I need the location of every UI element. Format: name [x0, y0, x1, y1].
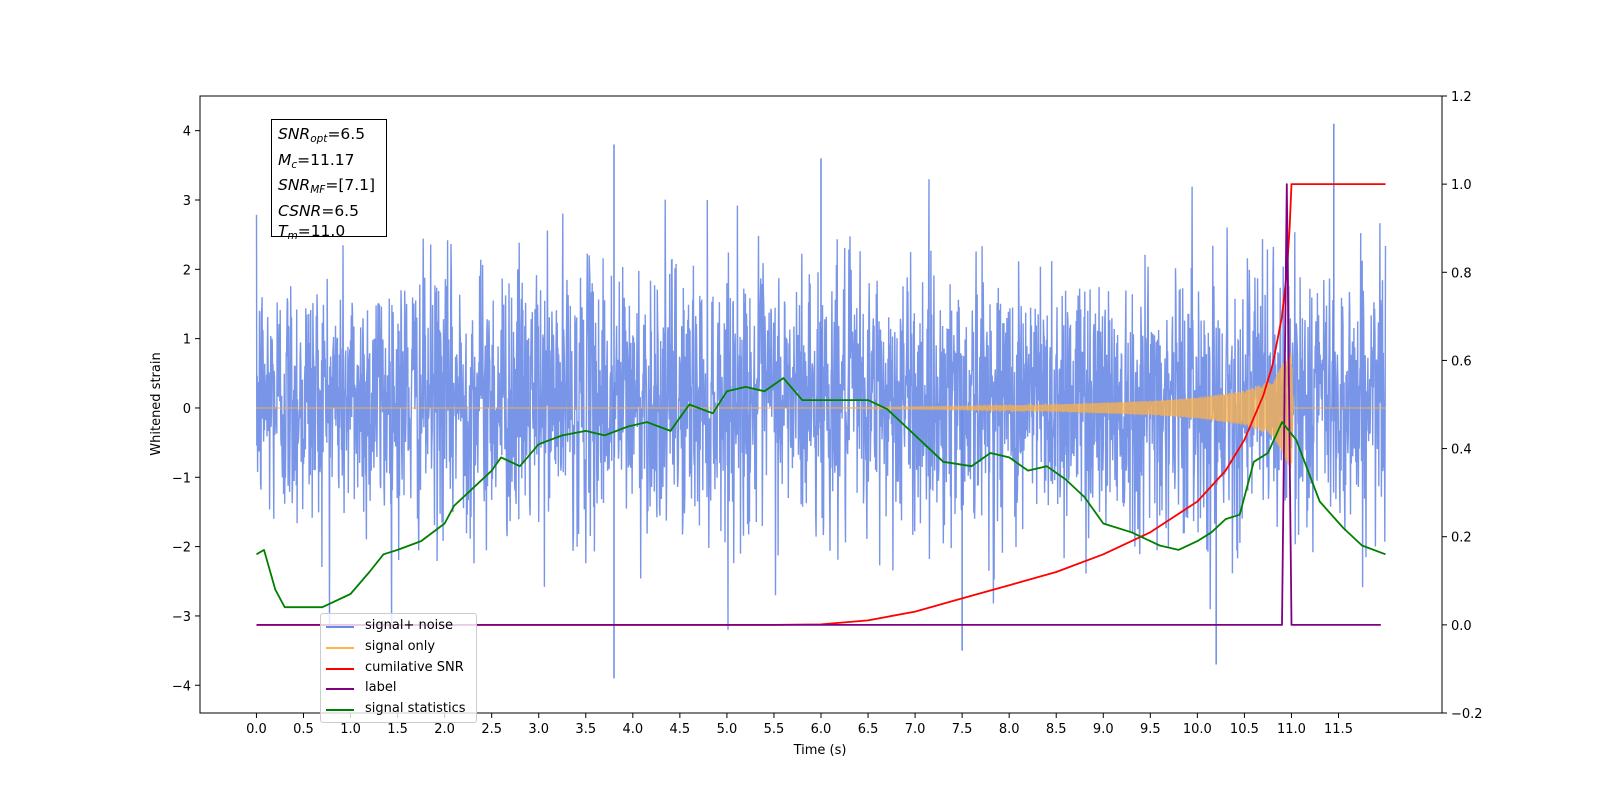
- stats-tm: Tm=11.0: [278, 222, 346, 242]
- y-tick-label-right: 0.0: [1451, 619, 1472, 634]
- x-tick-label: 8.5: [1046, 722, 1067, 737]
- legend-item-cumulative-snr: cumilative SNR: [321, 659, 476, 680]
- legend-swatch: [326, 667, 354, 670]
- series-signal-only: [256, 353, 1386, 469]
- x-tick-label: 5.0: [717, 722, 738, 737]
- y-tick-label-right: 0.8: [1451, 266, 1472, 281]
- legend-swatch: [326, 626, 354, 628]
- legend-item-label: label: [321, 679, 476, 700]
- x-tick-label: 10.0: [1183, 722, 1212, 737]
- x-tick-label: 6.0: [811, 722, 832, 737]
- axis-layer: 0.0 0.5 1.0 1.5 2.0 2.5 3.0 3.5 4.0 4.5 5.0 5.5 6.0 6…: [172, 90, 1483, 737]
- x-tick-label: 3.5: [575, 722, 596, 737]
- y-tick-label-left: −3: [172, 610, 191, 625]
- x-tick-label: 8.0: [999, 722, 1020, 737]
- legend-label: signal statistics: [365, 701, 466, 717]
- legend-label: cumilative SNR: [365, 659, 464, 675]
- y-tick-label-left: −2: [172, 541, 191, 556]
- legend-swatch: [326, 646, 354, 649]
- legend-item-signal-noise: signal+ noise: [321, 617, 476, 638]
- stats-snr-mf: SNRMF=[7.1]: [278, 176, 376, 196]
- legend-label: signal only: [365, 638, 436, 654]
- legend-swatch: [326, 709, 354, 712]
- x-tick-label: 11.5: [1324, 722, 1353, 737]
- series-label: [256, 183, 1381, 626]
- x-tick-label: 4.5: [670, 722, 691, 737]
- stats-csnr: CSNR=6.5: [278, 201, 359, 220]
- stats-snr-opt: SNRopt=6.5: [278, 125, 366, 145]
- legend-item-signal-only: signal only: [321, 638, 476, 659]
- stats-mc: Mc=11.17: [278, 150, 355, 171]
- x-tick-label: 1.5: [387, 722, 408, 737]
- x-tick-label: 7.5: [952, 722, 973, 737]
- x-tick-label: 2.5: [481, 722, 502, 737]
- x-axis-label: Time (s): [793, 743, 847, 758]
- x-tick-label: 1.0: [340, 722, 361, 737]
- x-tick-label: 0.0: [246, 722, 267, 737]
- y-tick-label-right: 1.2: [1451, 90, 1472, 105]
- series-layer: [255, 123, 1387, 679]
- x-tick-label: 10.5: [1230, 722, 1259, 737]
- y-tick-label-left: 4: [183, 125, 191, 140]
- legend-swatch: [326, 688, 354, 691]
- legend-item-signal-statistics: signal statistics: [321, 700, 476, 721]
- series-signal-statistics: [256, 377, 1386, 609]
- x-tick-label: 9.5: [1140, 722, 1161, 737]
- legend: signal+ noise signal only cumilative SNR…: [320, 613, 477, 723]
- y-tick-label-left: 0: [183, 402, 191, 417]
- x-tick-label: 4.0: [622, 722, 643, 737]
- y-tick-label-right: 0.6: [1451, 354, 1472, 369]
- y-tick-label-left: 3: [183, 194, 191, 209]
- x-tick-label: 6.5: [858, 722, 879, 737]
- y-tick-label-left: −1: [172, 471, 191, 486]
- y-tick-label-right: −0.2: [1451, 707, 1483, 722]
- x-tick-label: 2.0: [434, 722, 455, 737]
- legend-label: signal+ noise: [365, 618, 454, 633]
- legend-label: label: [365, 680, 397, 696]
- x-tick-label: 5.5: [764, 722, 785, 737]
- x-tick-label: 3.0: [528, 722, 549, 737]
- y-tick-label-right: 0.4: [1451, 443, 1472, 458]
- x-tick-label: 7.0: [905, 722, 926, 737]
- x-tick-label: 11.0: [1277, 722, 1306, 737]
- stats-annotation-box: SNRopt=6.5 Mc=11.17 SNRMF=[7.1] CSNR=6.5…: [271, 119, 387, 242]
- y-axis-label-left: Whitened strain: [149, 352, 164, 455]
- x-tick-label: 0.5: [293, 722, 314, 737]
- y-tick-label-left: 1: [183, 333, 191, 348]
- y-tick-label-right: 0.2: [1451, 531, 1472, 546]
- y-tick-label-left: −4: [172, 679, 191, 694]
- x-tick-label: 9.0: [1093, 722, 1114, 737]
- y-tick-label-left: 2: [183, 263, 191, 278]
- y-tick-label-right: 1.0: [1451, 178, 1472, 193]
